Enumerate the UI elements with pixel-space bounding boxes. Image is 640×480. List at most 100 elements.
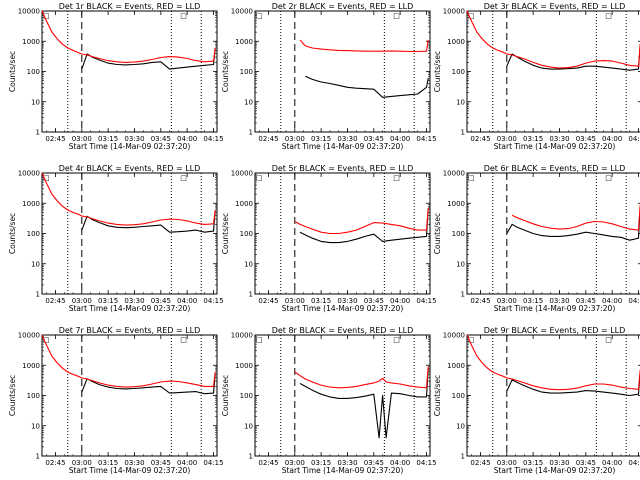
x-tick-label: 02:45 [45, 459, 65, 467]
legend-mark-right: □ [180, 12, 187, 20]
legend-mark-left: □ [256, 174, 263, 182]
x-tick-label: 04:00 [602, 459, 622, 467]
legend-mark-right: □ [180, 174, 187, 182]
y-axis-label: Counts/sec [221, 213, 230, 254]
y-tick-label: 100 [452, 392, 465, 400]
legend-mark-left: □ [256, 12, 263, 20]
y-tick-label: 10 [31, 260, 40, 268]
x-tick-label: 04:00 [602, 297, 622, 305]
x-tick-label: 02:45 [258, 135, 278, 143]
x-axis-label: Start Time (14-Mar-09 02:37:20) [494, 304, 616, 313]
y-tick-label: 10000 [231, 332, 253, 340]
x-axis-label: Start Time (14-Mar-09 02:37:20) [69, 304, 191, 313]
y-axis-ticks: 1 10 100 1000 10000 [231, 332, 430, 461]
legend-mark-right: □ [605, 336, 612, 344]
y-tick-label: 10000 [18, 332, 40, 340]
panel-title: Det 4r BLACK = Events, RED = LLD [59, 164, 201, 173]
x-tick-label: 03:00 [497, 135, 517, 143]
x-tick-label: 04:15 [628, 297, 640, 305]
series-lld-line [466, 334, 640, 391]
y-tick-label: 1000 [235, 200, 253, 208]
x-tick-label: 03:15 [523, 297, 543, 305]
y-tick-label: 100 [27, 68, 40, 76]
x-tick-label: 03:15 [98, 459, 118, 467]
y-tick-label: 10000 [18, 170, 40, 178]
y-axis-label: Counts/sec [8, 51, 17, 92]
x-tick-label: 04:00 [390, 135, 410, 143]
panel-1: Det 1r BLACK = Events, RED = LLD 1 10 100 10… [8, 2, 224, 151]
x-tick-label: 03:00 [72, 135, 92, 143]
x-tick-label: 04:15 [416, 459, 436, 467]
x-tick-label: 03:15 [98, 297, 118, 305]
legend-mark-left: □ [468, 174, 475, 182]
legend-mark-right: □ [605, 12, 612, 20]
y-tick-label: 100 [452, 230, 465, 238]
x-axis-ticks: 02:45 03:00 03:15 03:30 03:45 04:00 04:15 [45, 335, 224, 467]
series-events-line [506, 207, 640, 241]
x-axis-label: Start Time (14-Mar-09 02:37:20) [494, 466, 616, 475]
x-tick-label: 03:30 [124, 459, 144, 467]
y-tick-label: 100 [27, 230, 40, 238]
y-tick-label: 100 [240, 230, 253, 238]
panel-title: Det 1r BLACK = Events, RED = LLD [59, 2, 201, 11]
x-tick-label: 03:00 [285, 459, 305, 467]
x-tick-label: 03:45 [576, 297, 596, 305]
x-tick-label: 02:45 [258, 459, 278, 467]
y-tick-label: 10 [244, 260, 253, 268]
x-tick-label: 04:00 [390, 459, 410, 467]
panel-title: Det 2r BLACK = Events, RED = LLD [272, 2, 414, 11]
x-tick-label: 03:30 [124, 297, 144, 305]
y-tick-label: 1 [461, 453, 465, 461]
x-tick-label: 03:00 [497, 459, 517, 467]
y-tick-label: 100 [452, 68, 465, 76]
x-tick-label: 03:00 [72, 297, 92, 305]
legend-mark-left: □ [43, 12, 50, 20]
series-events-line [299, 207, 429, 244]
legend-mark-right: □ [180, 336, 187, 344]
y-tick-label: 1 [461, 129, 465, 137]
y-axis-ticks: 1 10 100 1000 10000 [443, 8, 640, 137]
x-tick-label: 03:15 [98, 135, 118, 143]
series-lld-line [511, 204, 640, 231]
x-tick-label: 03:30 [337, 135, 357, 143]
x-tick-label: 03:00 [285, 135, 305, 143]
series-lld-line [41, 172, 216, 226]
x-tick-label: 03:45 [576, 135, 596, 143]
panel-9: Det 9r BLACK = Events, RED = LLD 1 10 100 10… [433, 326, 640, 475]
x-tick-label: 04:00 [177, 459, 197, 467]
x-axis-label: Start Time (14-Mar-09 02:37:20) [282, 142, 404, 151]
y-tick-label: 1000 [22, 38, 40, 46]
x-tick-label: 03:30 [549, 297, 569, 305]
x-tick-label: 04:15 [416, 297, 436, 305]
series-events-line [506, 44, 640, 71]
x-tick-label: 04:00 [177, 297, 197, 305]
x-tick-label: 03:30 [337, 459, 357, 467]
x-tick-label: 03:15 [523, 135, 543, 143]
legend-mark-left: □ [43, 336, 50, 344]
y-axis-ticks: 1 10 100 1000 10000 [18, 170, 217, 299]
y-axis-label: Counts/sec [433, 51, 442, 92]
x-tick-label: 02:45 [470, 135, 490, 143]
legend-mark-left: □ [468, 336, 475, 344]
legend-mark-right: □ [605, 174, 612, 182]
y-tick-label: 1 [36, 291, 40, 299]
x-tick-label: 03:00 [285, 297, 305, 305]
legend-mark-left: □ [43, 174, 50, 182]
y-tick-label: 1000 [22, 200, 40, 208]
series-events-line [305, 75, 429, 98]
x-tick-label: 03:30 [337, 297, 357, 305]
y-tick-label: 100 [27, 392, 40, 400]
x-tick-label: 03:45 [364, 297, 384, 305]
series-events-line [81, 374, 216, 395]
series-events-line [299, 368, 429, 439]
x-tick-label: 04:15 [203, 459, 223, 467]
series-lld-line [466, 10, 640, 69]
series-lld-line [299, 39, 429, 53]
x-axis-ticks: 02:45 03:00 03:15 03:30 03:45 04:00 04:15 [258, 335, 437, 467]
y-tick-label: 10 [244, 98, 253, 106]
x-tick-label: 02:45 [45, 135, 65, 143]
x-axis-ticks: 02:45 03:00 03:15 03:30 03:45 04:00 04:15 [470, 173, 640, 305]
y-tick-label: 1 [249, 453, 253, 461]
x-axis-ticks: 02:45 03:00 03:15 03:30 03:45 04:00 04:15 [45, 173, 224, 305]
y-tick-label: 100 [240, 68, 253, 76]
